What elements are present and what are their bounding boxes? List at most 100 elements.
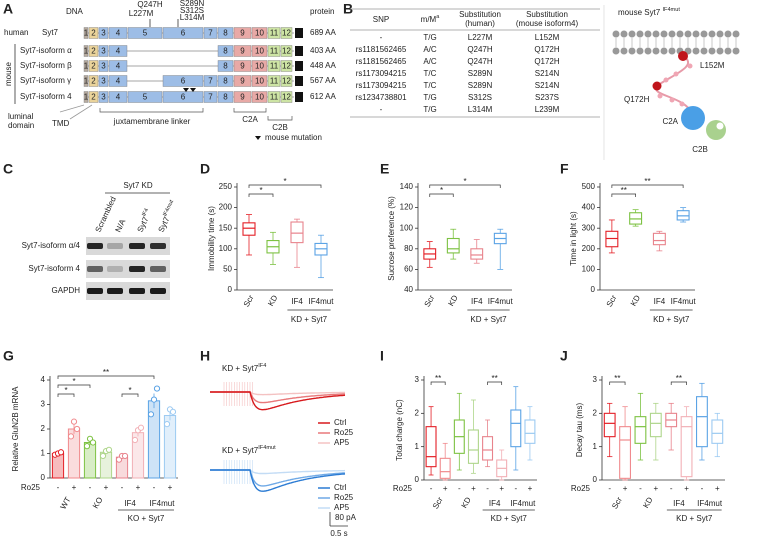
y-axis-label: Time in light (s) <box>569 211 578 266</box>
exon-label: 1 <box>84 62 89 71</box>
legend-label: Ro25 <box>334 428 354 437</box>
box <box>680 416 693 478</box>
box <box>510 409 522 448</box>
x-group-label: IF4 <box>124 499 136 508</box>
lane-label-main: Syt7 <box>136 215 151 234</box>
significance-label: ** <box>644 177 650 186</box>
significance-label: * <box>128 386 131 395</box>
legend-label: AP5 <box>334 438 350 447</box>
exon <box>251 45 268 57</box>
y-tick-label: 120 <box>400 203 414 212</box>
exon-label: 1 <box>84 77 89 86</box>
x-tick-label: KD <box>629 293 642 307</box>
trace <box>210 391 346 411</box>
species-label: human <box>4 28 28 37</box>
trace-title-sup: IF4mut <box>258 445 276 451</box>
x-tick-label: IF4 <box>471 297 483 306</box>
lane-label-sup: IF4 <box>142 208 151 218</box>
lipid-head <box>668 30 676 38</box>
table-cell: T/C <box>424 69 437 78</box>
lipid-head <box>724 47 732 55</box>
row-name: Syt7-isoform γ <box>20 76 71 85</box>
table-cell: - <box>380 33 383 42</box>
condition-label: + <box>528 484 533 493</box>
significance-bracket <box>248 193 274 197</box>
y-tick-label: 0 <box>593 475 598 484</box>
table-cell: Q172H <box>534 45 560 54</box>
lipid-head <box>668 47 676 55</box>
panel-label: G <box>3 348 14 364</box>
x-tick-label: IF4mut <box>671 297 697 306</box>
exon-label: 2 <box>91 77 96 86</box>
y-axis-label: Total charge (nC) <box>395 399 404 461</box>
exon-label: 10 <box>255 77 264 86</box>
exon <box>88 91 99 103</box>
data-point <box>137 424 145 431</box>
exon-label: 12 <box>282 47 291 56</box>
lane-label-sup: IF4mut <box>163 199 176 218</box>
box <box>439 457 451 479</box>
legend-label: AP5 <box>334 503 350 512</box>
exon <box>98 91 109 103</box>
condition-label: - <box>57 483 60 492</box>
exon <box>233 75 252 87</box>
data-point <box>89 439 97 446</box>
exon-label: 12 <box>282 93 291 102</box>
table-cell: L314M <box>468 105 493 114</box>
x-tick-label: IF4mut <box>488 297 514 306</box>
exon <box>88 27 99 39</box>
protein-length: 612 AA <box>310 92 336 101</box>
domain-bracket <box>99 108 204 113</box>
lipid-head <box>700 47 708 55</box>
panel-label: H <box>200 348 210 364</box>
exon <box>203 75 218 87</box>
condition-label: - <box>670 484 673 493</box>
x-group-label: KD <box>641 495 654 509</box>
legend-label: Ctrl <box>334 483 347 492</box>
exon-label: 7 <box>208 77 213 86</box>
exon-label: 3 <box>101 77 106 86</box>
exon-label: 9 <box>240 93 245 102</box>
table-cell: Q247H <box>467 45 493 54</box>
exon <box>108 91 128 103</box>
x-group-label: KO <box>91 496 105 511</box>
protein-length: 567 AA <box>310 76 336 85</box>
panel-label: J <box>560 348 568 364</box>
lipid-head <box>708 47 716 55</box>
condition-label: + <box>136 483 141 492</box>
exon-label: 12 <box>282 62 291 71</box>
exon-label: 8 <box>223 93 228 102</box>
x-group-label: IF4mut <box>150 499 176 508</box>
exon <box>217 60 234 72</box>
significance-label: ** <box>676 374 682 383</box>
data-point <box>150 396 158 403</box>
exon-label: 3 <box>101 29 106 38</box>
exon-label: 3 <box>101 47 106 56</box>
significance-bracket <box>487 381 503 385</box>
exon-label: 11 <box>270 62 279 71</box>
exon-label: 11 <box>270 77 279 86</box>
legend-label: Ro25 <box>334 493 354 502</box>
table-cell: rs1173094215 <box>356 81 407 90</box>
scale-label: 0.5 s <box>330 529 347 538</box>
residue <box>687 63 693 69</box>
blot-band <box>150 243 166 249</box>
x-group-label: KD <box>460 495 473 509</box>
exon <box>233 91 252 103</box>
exon-label: 10 <box>255 62 264 71</box>
exon <box>88 45 99 57</box>
exon <box>280 60 293 72</box>
blot-band <box>129 266 145 272</box>
exon <box>108 60 128 72</box>
condition-label: + <box>72 483 77 492</box>
exon-label: 9 <box>240 77 245 86</box>
lipid-head <box>628 30 636 38</box>
column-header: protein <box>310 7 334 16</box>
trace-title: KD + Syt7IF4mut <box>222 445 276 455</box>
row-name: Syt7-isoform β <box>20 61 72 70</box>
mutation-label: S289N <box>180 0 205 8</box>
panel-label: B <box>343 1 353 17</box>
lipid-head <box>716 30 724 38</box>
exon-label: 2 <box>91 29 96 38</box>
